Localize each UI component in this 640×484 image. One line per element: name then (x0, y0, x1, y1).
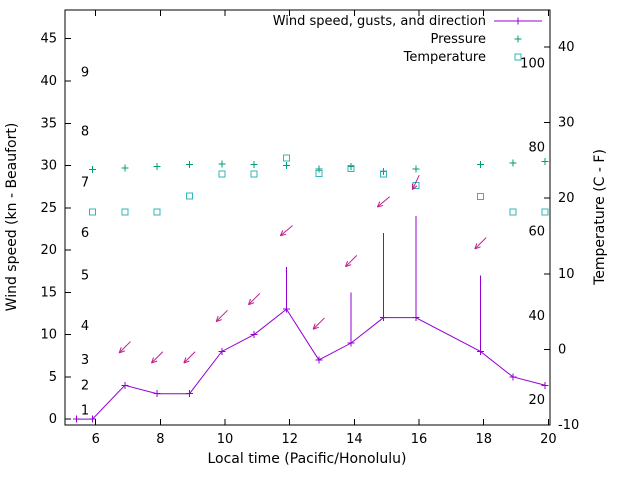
x-tick-label: 18 (475, 432, 492, 447)
wind-direction-arrowhead (118, 347, 122, 354)
temperature-point (218, 170, 226, 178)
temperature-point (153, 208, 161, 216)
y-tick-label: 20 (40, 243, 57, 258)
wind-speed-line (76, 308, 546, 420)
beaufort-scale-label: 7 (81, 175, 89, 190)
y-tick-label: 40 (40, 74, 57, 89)
x-tick-label: 12 (281, 432, 298, 447)
wind-direction-arrowhead (474, 246, 481, 250)
y-tick-label: 35 (40, 116, 57, 131)
y-tick-label: 10 (40, 328, 57, 343)
temperature-point (88, 208, 96, 216)
temperature-point (185, 192, 193, 200)
wind-direction-arrowhead (312, 323, 316, 330)
wind-direction-arrow (411, 174, 420, 190)
beaufort-scale-label: 5 (81, 268, 89, 283)
beaufort-scale-label: 2 (81, 378, 89, 393)
legend-label: Wind speed, gusts, and direction (273, 14, 486, 29)
legend-label: Temperature (403, 50, 486, 65)
wind-direction-arrowhead (215, 319, 222, 323)
temperature-point (541, 208, 549, 216)
wind-direction-arrow (118, 341, 131, 354)
wind-direction-arrowhead (280, 233, 287, 237)
y2-tick-label: 30 (558, 116, 575, 131)
wind-direction-arrowhead (377, 204, 384, 208)
y-tick-label: 30 (40, 159, 57, 174)
temperature-point (379, 170, 387, 178)
wind-direction-arrowhead (345, 260, 349, 267)
y-axis-label: Wind speed (kn - Beaufort) (4, 123, 20, 312)
wind-direction-arrowhead (412, 185, 418, 191)
legend-label: Pressure (430, 32, 486, 47)
beaufort-scale-label: 9 (81, 66, 89, 81)
wind-direction-arrowhead (118, 350, 125, 354)
y-tick-label: 15 (40, 285, 57, 300)
wind-direction-arrowhead (474, 243, 478, 250)
y-tick-label: 45 (40, 32, 57, 47)
x-axis-label: Local time (Pacific/Honolulu) (207, 451, 406, 467)
beaufort-scale-label: 1 (81, 404, 89, 419)
temperature-point (347, 165, 355, 173)
temperature-point (121, 208, 129, 216)
wind-direction-arrow (248, 293, 261, 306)
x-tick-label: 14 (346, 432, 363, 447)
wind-direction-arrowhead (376, 201, 381, 208)
x-tick-label: 10 (217, 432, 234, 447)
y2-tick-label: 20 (558, 191, 575, 206)
fahrenheit-scale-label: 40 (528, 309, 545, 324)
beaufort-scale-label: 8 (81, 125, 89, 140)
wind-direction-arrowhead (279, 230, 284, 236)
beaufort-scale-label: 6 (81, 226, 89, 241)
wind-direction-arrow (312, 317, 325, 330)
fahrenheit-scale-label: 100 (520, 57, 545, 72)
wind-direction-arrow (377, 196, 390, 208)
wind-direction-arrow (215, 309, 228, 322)
fahrenheit-scale-label: 60 (528, 224, 545, 239)
y2-tick-label: 40 (558, 40, 575, 55)
fahrenheit-scale-label: 20 (528, 393, 545, 408)
plot-border (64, 9, 551, 426)
temperature-point (509, 208, 517, 216)
temperature-point (250, 170, 258, 178)
x-tick-label: 8 (156, 432, 164, 447)
y2-tick-label: 0 (558, 342, 566, 357)
y2-tick-label: 10 (558, 267, 575, 282)
wind-direction-arrowhead (248, 302, 255, 306)
wind-direction-arrowhead (151, 357, 155, 364)
wind-direction-arrowhead (151, 360, 158, 364)
x-tick-label: 20 (540, 432, 557, 447)
wind-direction-arrowhead (215, 315, 219, 322)
y2-axis-label: Temperature (C - F) (592, 149, 608, 286)
wind-direction-arrow (345, 255, 358, 268)
temperature-point (476, 193, 484, 201)
wind-direction-arrow (474, 237, 487, 250)
wind-direction-arrowhead (248, 298, 252, 305)
y-tick-label: 0 (49, 412, 57, 427)
wind-direction-arrowhead (345, 264, 352, 268)
wind-direction-arrow (280, 225, 293, 237)
wind-direction-arrowhead (183, 360, 190, 364)
x-tick-label: 6 (92, 432, 100, 447)
temperature-point (315, 169, 323, 177)
legend-square-sample (514, 53, 522, 61)
wind-direction-arrowhead (312, 326, 319, 330)
beaufort-scale-label: 4 (81, 319, 89, 334)
wind-direction-arrow (151, 351, 164, 364)
beaufort-scale-label: 3 (81, 353, 89, 368)
x-tick-label: 16 (411, 432, 428, 447)
y-tick-label: 5 (49, 370, 57, 385)
y2-tick-label: -10 (558, 418, 579, 433)
y-tick-label: 25 (40, 201, 57, 216)
temperature-point (282, 154, 290, 162)
wind-direction-arrow (183, 351, 196, 364)
wind-direction-arrowhead (183, 357, 187, 364)
fahrenheit-scale-label: 80 (528, 141, 545, 156)
